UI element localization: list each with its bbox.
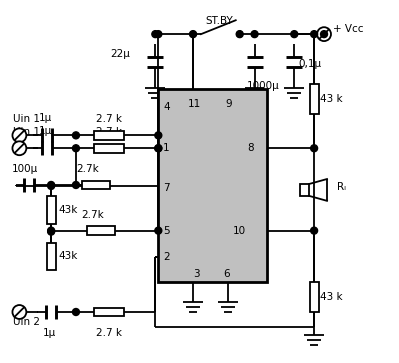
- Circle shape: [12, 141, 26, 155]
- Text: 8: 8: [248, 143, 254, 153]
- Text: + Vcc: + Vcc: [333, 24, 363, 34]
- Circle shape: [311, 30, 318, 38]
- Bar: [310, 84, 318, 114]
- Bar: [47, 196, 55, 224]
- Bar: [82, 180, 110, 189]
- Text: 43 k: 43 k: [320, 292, 343, 302]
- Text: 4: 4: [163, 102, 170, 111]
- Text: 2.7k: 2.7k: [81, 210, 104, 220]
- Text: 2: 2: [163, 252, 170, 262]
- Text: 11: 11: [188, 99, 201, 109]
- Bar: [94, 144, 124, 153]
- Text: 9: 9: [226, 99, 233, 109]
- Bar: [94, 307, 124, 317]
- Circle shape: [237, 31, 243, 37]
- Circle shape: [47, 182, 55, 188]
- Circle shape: [155, 227, 162, 234]
- Circle shape: [155, 132, 162, 139]
- Text: 1000μ: 1000μ: [247, 81, 279, 91]
- Text: ST.BY: ST.BY: [205, 16, 233, 26]
- Text: 0,1μ: 0,1μ: [298, 59, 321, 69]
- Circle shape: [320, 30, 328, 38]
- Circle shape: [155, 30, 162, 38]
- Circle shape: [12, 129, 26, 142]
- Text: 100μ: 100μ: [12, 164, 38, 174]
- Text: 1μ: 1μ: [39, 126, 52, 136]
- Circle shape: [190, 30, 197, 38]
- Bar: [310, 282, 318, 312]
- Circle shape: [251, 30, 258, 38]
- Circle shape: [47, 183, 55, 189]
- Text: 10: 10: [233, 226, 246, 236]
- Text: 43k: 43k: [58, 252, 77, 261]
- Circle shape: [317, 27, 331, 41]
- Text: 6: 6: [223, 269, 229, 279]
- Bar: [158, 89, 267, 282]
- Circle shape: [47, 227, 55, 234]
- Circle shape: [190, 31, 196, 37]
- Bar: [47, 242, 55, 270]
- Circle shape: [73, 132, 79, 139]
- Text: Uin 2: Uin 2: [14, 317, 40, 327]
- Circle shape: [47, 228, 55, 235]
- Text: 2.7k: 2.7k: [76, 164, 99, 174]
- Circle shape: [73, 182, 79, 188]
- Circle shape: [311, 145, 318, 152]
- Text: 43k: 43k: [58, 205, 77, 215]
- Bar: [94, 131, 124, 140]
- Circle shape: [291, 30, 298, 38]
- Circle shape: [12, 305, 26, 319]
- Text: 2.7 k: 2.7 k: [96, 114, 122, 125]
- Text: Uin 1: Uin 1: [14, 114, 40, 125]
- Circle shape: [155, 145, 162, 152]
- Text: 7: 7: [163, 183, 170, 193]
- Text: 43 k: 43 k: [320, 94, 343, 104]
- Text: 1μ: 1μ: [43, 328, 56, 338]
- Bar: [300, 184, 309, 196]
- Text: 2.7 k: 2.7 k: [96, 127, 122, 137]
- Text: Rₗ: Rₗ: [337, 182, 346, 192]
- Text: 1μ: 1μ: [39, 114, 52, 123]
- Text: 5: 5: [163, 226, 170, 236]
- Circle shape: [236, 30, 243, 38]
- Text: 2.7 k: 2.7 k: [96, 328, 122, 338]
- Text: 1: 1: [163, 143, 170, 153]
- Circle shape: [152, 30, 159, 38]
- Text: Uin 1: Uin 1: [14, 127, 40, 137]
- Circle shape: [155, 145, 162, 152]
- Circle shape: [73, 145, 79, 152]
- Text: 22μ: 22μ: [111, 49, 130, 59]
- Text: 3: 3: [193, 269, 200, 279]
- Bar: [87, 226, 115, 235]
- Circle shape: [311, 227, 318, 234]
- Circle shape: [73, 309, 79, 315]
